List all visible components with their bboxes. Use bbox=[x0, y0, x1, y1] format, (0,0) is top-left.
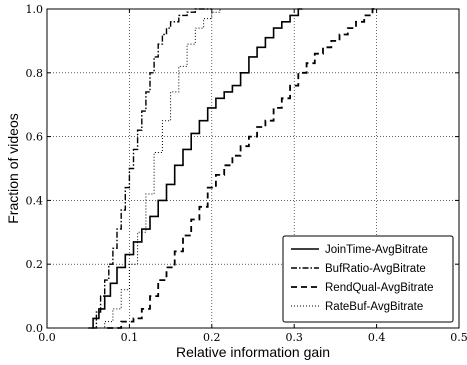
axis-ticks: 0.0 0.1 0.2 0.3 0.4 0.5 0.0 0.2 0.4 0.6 0.8 1.0 bbox=[26, 3, 467, 344]
series-line-ratebuf-avgbitrate bbox=[96, 8, 270, 329]
legend-box bbox=[282, 235, 454, 323]
x-tick-label: 0.3 bbox=[285, 331, 303, 344]
y-tick-label: 0.4 bbox=[26, 194, 44, 207]
series-line-bufratio-avgbitrate bbox=[92, 8, 212, 329]
x-tick-label: 0.0 bbox=[38, 331, 56, 344]
plot-frame bbox=[46, 8, 460, 329]
x-axis-label: Relative information gain bbox=[176, 344, 330, 360]
y-tick-label: 1.0 bbox=[26, 3, 44, 16]
legend: JoinTime-AvgBitrate BufRatio-AvgBitrate Re… bbox=[282, 235, 454, 323]
x-tick-label: 0.1 bbox=[121, 331, 139, 344]
y-tick-label: 0.0 bbox=[26, 322, 44, 335]
x-tick-label: 0.4 bbox=[368, 331, 386, 344]
y-tick-label: 0.8 bbox=[26, 67, 44, 80]
y-tick-label: 0.6 bbox=[26, 131, 44, 144]
x-tick-label: 0.2 bbox=[203, 331, 221, 344]
series-lines bbox=[88, 8, 377, 329]
series-line-rendqual-avgbitrate bbox=[107, 8, 377, 329]
y-tick-label: 0.2 bbox=[26, 258, 44, 271]
legend-label-rendqual-avgbitrate: RendQual-AvgBitrate bbox=[325, 282, 433, 294]
legend-label-bufratio-avgbitrate: BufRatio-AvgBitrate bbox=[325, 263, 426, 275]
legend-label-jointime-avgbitrate: JoinTime-AvgBitrate bbox=[325, 244, 428, 256]
x-tick-label: 0.5 bbox=[450, 331, 467, 344]
y-axis-label: Fraction of videos bbox=[5, 113, 21, 224]
legend-label-ratebuf-avgbitrate: RateBuf-AvgBitrate bbox=[325, 301, 423, 313]
series-line-jointime-avgbitrate bbox=[88, 8, 303, 329]
